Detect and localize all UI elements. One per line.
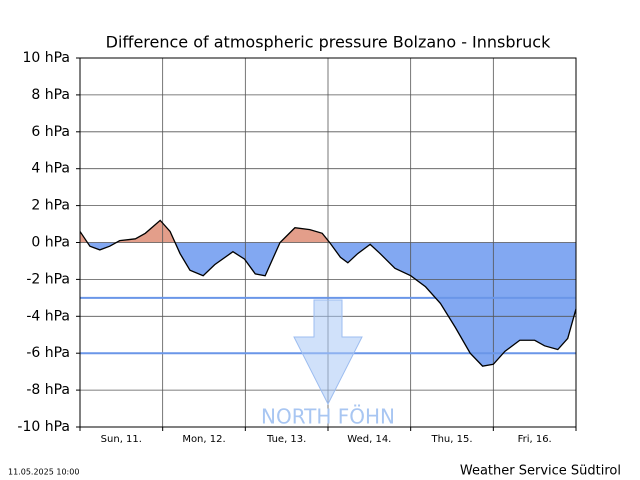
y-tick-label: 2 hPa — [31, 198, 70, 214]
y-tick-label: -10 hPa — [17, 419, 70, 435]
y-tick-label: 4 hPa — [31, 161, 70, 177]
area-negative — [80, 242, 576, 367]
x-tick-label: Sun, 11. — [101, 434, 142, 445]
annotation: NORTH FÖHN — [261, 405, 395, 429]
x-tick-label: Fri, 16. — [518, 434, 552, 445]
y-tick-label: -4 hPa — [26, 308, 70, 324]
y-tick-label: 8 hPa — [31, 87, 70, 103]
y-tick-label: 0 hPa — [31, 235, 70, 251]
y-tick-label: -8 hPa — [26, 382, 70, 398]
y-tick-label: 10 hPa — [22, 50, 70, 66]
x-tick-label: Wed, 14. — [347, 434, 391, 445]
pressure-line — [79, 219, 577, 367]
y-tick-label: -2 hPa — [26, 271, 70, 287]
x-tick-label: Thu, 15. — [430, 434, 472, 445]
x-tick-label: Tue, 13. — [266, 434, 306, 445]
y-tick-label: 6 hPa — [31, 124, 70, 140]
timestamp: 11.05.2025 10:00 — [8, 468, 79, 477]
x-tick-label: Mon, 12. — [182, 434, 225, 445]
arrow-annotation — [293, 299, 363, 406]
area-positive — [80, 220, 576, 243]
chart-title: Difference of atmospheric pressure Bolza… — [106, 33, 551, 52]
y-tick-label: -6 hPa — [26, 345, 70, 361]
source: Weather Service Südtirol — [460, 464, 621, 479]
